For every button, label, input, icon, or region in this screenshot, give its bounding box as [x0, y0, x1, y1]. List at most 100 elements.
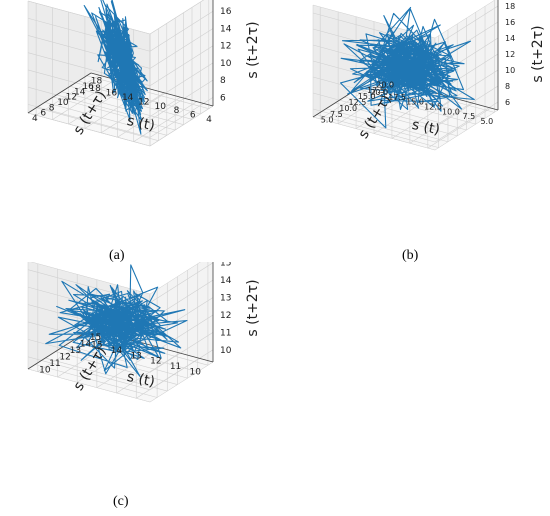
x-axis-label: s (t)	[410, 117, 441, 139]
grid-line	[36, 107, 159, 141]
z-tick-label: 15	[220, 262, 231, 269]
x-tick-label: 7.5	[463, 112, 476, 121]
grid-line	[45, 357, 168, 392]
x-tick-label: 4	[206, 115, 212, 125]
grid-line	[312, 76, 436, 111]
grid-line	[149, 297, 214, 338]
grid-line	[133, 101, 197, 142]
y-tick-label: 6	[40, 109, 46, 119]
z-tick-label: 10	[505, 66, 515, 75]
grid-line	[434, 101, 499, 143]
z-tick-label: 11	[220, 328, 231, 338]
panel-b: 5.0 7.5 10.0 12.5 15.0 17.5 20.0 5.0 7.5 10.0 12.5…	[275, 0, 550, 244]
z-tick-label: 16	[220, 7, 232, 17]
grid-line	[149, 62, 214, 104]
y-tick-label: 5.0	[321, 116, 334, 125]
z-tick-label: 6	[505, 98, 510, 107]
grid-line	[149, 105, 214, 147]
grid-line	[27, 356, 151, 391]
z-axis-label: s (t+2τ)	[245, 279, 261, 336]
z-tick-label: 12	[220, 42, 231, 52]
z-tick-label: 14	[220, 276, 232, 286]
grid-line	[53, 96, 176, 131]
series-line	[45, 264, 188, 377]
grid-line	[325, 108, 449, 143]
x-tick-label: 12	[138, 97, 149, 107]
grid-line	[86, 75, 209, 109]
x-tick-label: 8	[174, 106, 180, 116]
z-tick-label: 14	[505, 34, 515, 43]
grid-line	[149, 279, 214, 321]
grid-line	[149, 262, 214, 303]
grid-line	[149, 0, 205, 35]
grid-line	[149, 10, 214, 52]
z-axis-label: s (t+2τ)	[245, 21, 261, 78]
z-tick-label: 8	[220, 76, 226, 86]
x-tick-label: 10.0	[442, 107, 460, 116]
x-tick-label: 18	[89, 84, 101, 94]
x-tick-label: 14	[111, 346, 123, 356]
z-tick-label: 12	[220, 311, 231, 321]
grid-line	[55, 351, 178, 385]
y-tick-label: 4	[32, 114, 38, 124]
y-tick-label: 14	[80, 340, 92, 350]
grid-line	[27, 0, 151, 35]
y-tick-label: 13	[70, 346, 81, 356]
y-tick-label: 18	[91, 77, 103, 87]
x-axis-line	[27, 328, 92, 370]
x-tick-label: 5.0	[480, 117, 493, 126]
grid-line	[75, 338, 198, 372]
z-tick-label: 12	[505, 50, 515, 59]
grid-line	[434, 69, 499, 111]
grid-line	[65, 344, 188, 379]
grid-line	[316, 114, 439, 148]
caption-c: (c)	[113, 494, 129, 509]
grid-line	[52, 79, 116, 120]
y-tick-label: 12	[66, 93, 77, 103]
grid-line	[116, 352, 180, 394]
grid-line	[27, 112, 151, 147]
grid-line	[434, 85, 499, 127]
grid-line	[312, 108, 436, 143]
z-tick-label: 16	[505, 18, 515, 27]
z-axis-label: s (t+2τ)	[530, 25, 546, 82]
grid-line	[149, 28, 214, 69]
grid-line	[353, 90, 476, 125]
y-tick-label: 12	[59, 353, 70, 363]
grid-line	[149, 349, 214, 391]
y-tick-label: 15	[90, 333, 101, 343]
caption-a: (a)	[109, 248, 125, 263]
x-tick-label: 15.0	[406, 98, 424, 107]
series-line	[340, 6, 475, 129]
y-tick-label: 10	[57, 98, 69, 108]
y-tick-label: 16	[82, 82, 94, 92]
y-tick-label: 7.5	[330, 110, 343, 119]
x-axis-label: s (t)	[125, 369, 156, 391]
x-tick-label: 13	[130, 351, 141, 361]
x-tick-label: 17.5	[388, 93, 406, 102]
grid-line	[149, 97, 214, 138]
z-tick-label: 6	[220, 93, 226, 103]
x-tick-label: 10	[189, 367, 201, 377]
x-tick-label: 20.0	[370, 88, 388, 97]
z-tick-label: 10	[220, 59, 232, 69]
z-tick-label: 13	[220, 294, 231, 304]
grid-line	[149, 332, 214, 373]
panel-c: 10 11 12 13 14 15 10 11 12 13 14 15 10 11 12 13 14 15 s (t…	[0, 253, 275, 498]
x-axis-line	[27, 72, 92, 114]
grid-line	[27, 104, 151, 138]
chart-a: 46810121416184681012141618681012141618s …	[27, 0, 261, 147]
z-tick-label: 14	[220, 24, 232, 34]
y-tick-label: 10	[39, 365, 51, 375]
grid-line	[149, 79, 214, 121]
x-tick-label: 15	[91, 341, 102, 351]
x-tick-label: 12.5	[424, 103, 442, 112]
chart-b: 5.07.510.012.515.017.520.05.07.510.012.5…	[312, 0, 546, 151]
grid-line	[61, 91, 184, 125]
grid-line	[117, 96, 181, 138]
x-tick-label: 12	[150, 357, 161, 367]
z-tick-label: 8	[505, 82, 510, 91]
grid-line	[434, 37, 499, 79]
